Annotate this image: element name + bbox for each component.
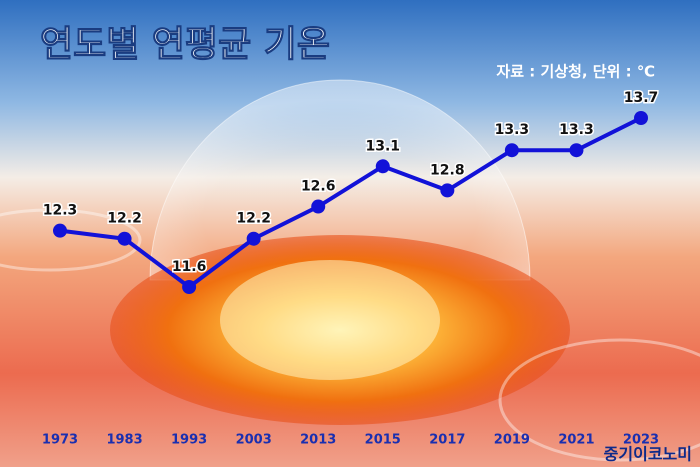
point: [53, 223, 67, 238]
credit: 중기이코노미: [604, 445, 692, 464]
x-tick-label: 1973: [42, 433, 78, 448]
point: [246, 231, 261, 246]
ripple: [498, 338, 700, 462]
data-label: 11.6: [172, 259, 207, 275]
x-tick-label: 2003: [236, 433, 272, 448]
x-tick-label: 1993: [171, 433, 207, 448]
x-tick-label: 2015: [365, 433, 401, 448]
x-tick-label: 2013: [300, 433, 336, 448]
data-label: 12.2: [107, 211, 142, 227]
source-note: 자료 : 기상청, 단위 : ℃: [496, 63, 655, 81]
glass-dome: [149, 79, 531, 281]
ripple: [0, 208, 142, 272]
data-label: 13.7: [624, 90, 659, 106]
chart-title: 연도별 연평균 기온: [40, 24, 330, 65]
data-label: 12.8: [430, 162, 465, 178]
data-label: 12.2: [236, 211, 271, 227]
data-label: 13.3: [495, 122, 530, 138]
x-tick-label: 2023: [623, 433, 659, 448]
point: [440, 183, 455, 198]
x-tick-label: 2021: [558, 433, 594, 448]
map-glow: [220, 260, 440, 380]
data-label: 13.3: [559, 122, 594, 138]
point: [182, 280, 197, 294]
point: [634, 111, 648, 125]
data-label: 12.3: [43, 203, 78, 219]
point: [117, 231, 132, 246]
point: [311, 199, 326, 214]
x-tick-label: 2019: [494, 433, 530, 448]
x-tick-label: 1983: [106, 433, 142, 448]
data-label: 13.1: [366, 138, 401, 154]
point: [375, 159, 390, 174]
data-label: 12.6: [301, 179, 336, 195]
point: [569, 143, 584, 158]
line: [59, 116, 642, 289]
x-tick-label: 2017: [429, 433, 465, 448]
point: [504, 143, 519, 158]
